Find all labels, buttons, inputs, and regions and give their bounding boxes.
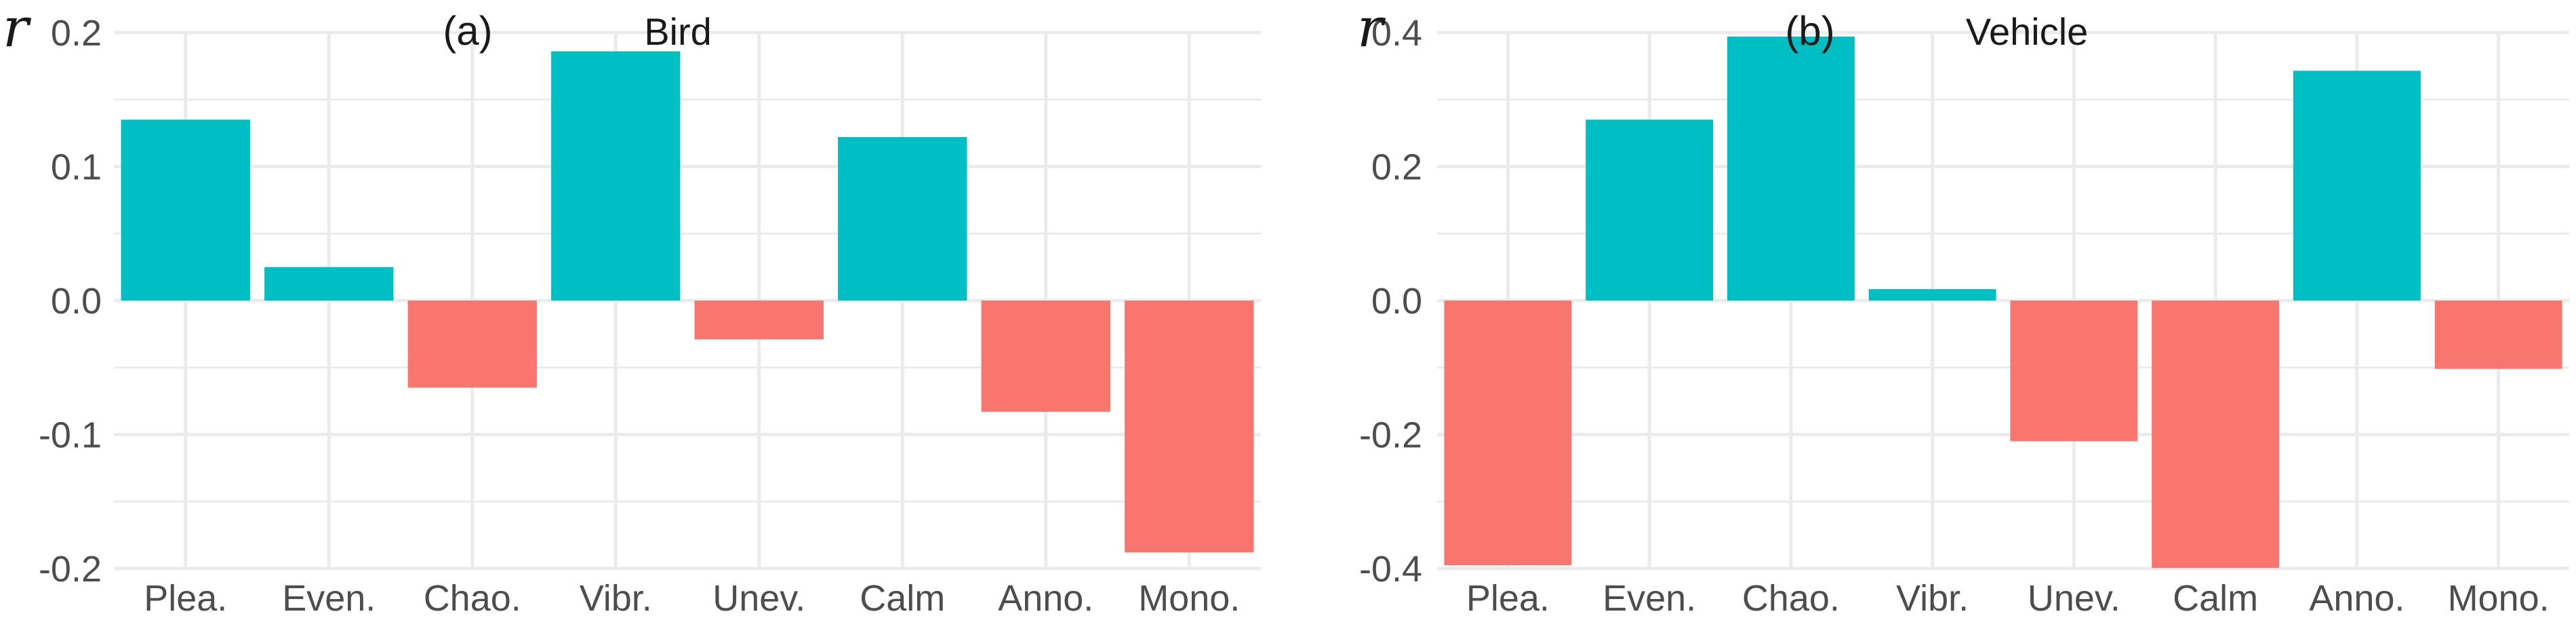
panel-b-y-tick-label: -0.4 [1359,549,1422,590]
panel-b: 0.4 0.2 0.0 -0.2 -0.4 Plea. Even. Chao. Vibr. Un… [1357,0,2569,619]
panel-a-x-tick-label: Mono. [1138,578,1240,619]
panel-b-bar-anno [2293,71,2421,301]
panel-b-bar-unev [2010,301,2138,442]
panel-a-bar-calm [838,137,967,301]
panel-a: 0.2 0.1 0.0 -0.1 -0.2 Plea. Even. Chao. Vibr. Un… [3,0,1261,619]
panel-a-bar-anno [981,301,1110,412]
panel-b-x-tick-label: Mono. [2448,578,2550,619]
panel-b-title: Vehicle [1966,10,2089,53]
panel-b-bar-calm [2152,301,2280,569]
panel-a-y-tick-label: 0.0 [51,281,102,322]
panel-b-y-tick-label: -0.2 [1359,415,1422,456]
panel-b-y-tick-labels: 0.4 0.2 0.0 -0.2 -0.4 [1359,13,1422,590]
panel-b-panel-label: (b) [1785,8,1834,54]
panel-a-panel-label: (a) [443,8,492,54]
panel-a-x-tick-labels: Plea. Even. Chao. Vibr. Unev. Calm Anno. Mono. [144,578,1240,619]
panel-b-bar-vibr [1868,289,1996,301]
panel-b-bar-even [1586,119,1714,301]
panel-a-y-tick-labels: 0.2 0.1 0.0 -0.1 -0.2 [39,13,102,590]
panel-b-y-tick-label: 0.4 [1371,13,1422,54]
panel-b-x-tick-label: Unev. [2028,578,2120,619]
panel-b-bar-chao [1727,36,1855,301]
panel-b-x-tick-labels: Plea. Even. Chao. Vibr. Unev. Calm Anno. Mono. [1466,578,2550,619]
panel-a-x-tick-label: Vibr. [580,578,652,619]
panel-b-y-tick-label: 0.2 [1371,147,1422,188]
panel-a-x-tick-label: Chao. [424,578,521,619]
panel-b-bar-plea [1444,301,1572,566]
panel-a-y-axis-symbol: r [3,0,32,59]
panel-b-x-tick-label: Even. [1603,578,1696,619]
panel-a-y-tick-label: -0.2 [39,549,102,590]
panel-b-x-tick-label: Chao. [1742,578,1840,619]
panel-a-y-tick-label: -0.1 [39,415,102,456]
panel-a-x-tick-label: Plea. [144,578,227,619]
panel-a-title: Bird [644,10,712,53]
panel-a-x-tick-label: Anno. [998,578,1093,619]
panel-b-bar-mono [2434,301,2562,369]
panel-a-bar-plea [121,119,250,301]
panel-a-bars [121,51,1254,553]
panel-a-x-tick-label: Even. [282,578,376,619]
panel-b-x-tick-label: Plea. [1466,578,1550,619]
panel-b-x-tick-label: Anno. [2309,578,2404,619]
panel-b-bars [1444,36,2562,569]
panel-b-x-tick-label: Vibr. [1896,578,1969,619]
panel-a-bar-mono [1125,301,1254,553]
panel-a-x-tick-label: Unev. [712,578,805,619]
panel-b-x-tick-label: Calm [2173,578,2258,619]
panel-a-bar-unev [694,301,824,340]
panel-b-y-axis-symbol: r [1357,0,1386,59]
panel-a-x-tick-label: Calm [860,578,945,619]
panel-b-y-tick-label: 0.0 [1371,281,1422,322]
panel-a-bar-vibr [551,51,681,301]
panel-a-y-tick-label: 0.2 [51,13,102,54]
panel-a-bar-chao [407,301,537,388]
panel-a-y-tick-label: 0.1 [51,147,102,188]
panel-a-bar-even [264,267,394,301]
